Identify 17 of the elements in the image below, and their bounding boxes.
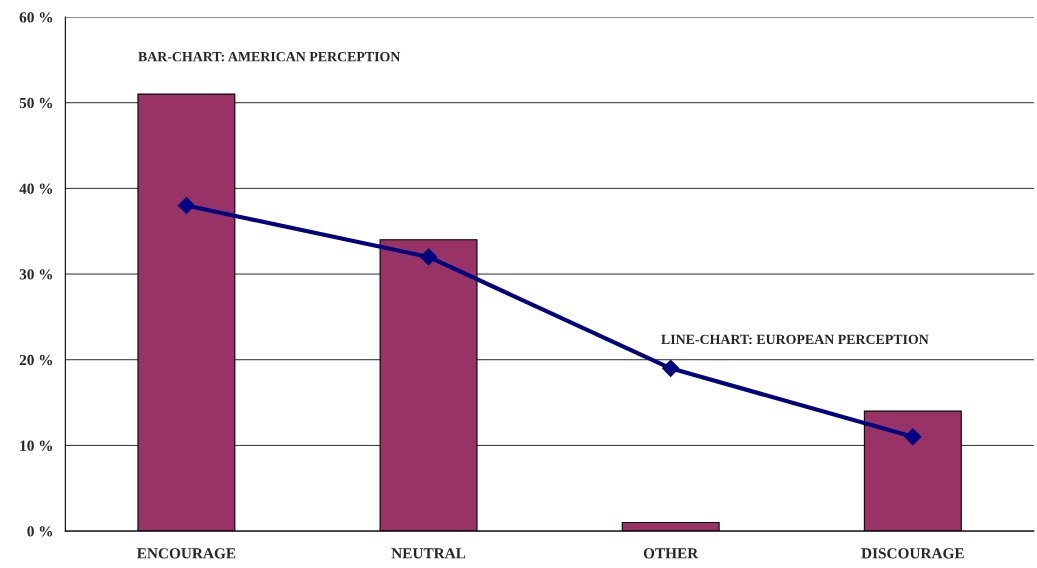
x-tick-label: DISCOURAGE (861, 548, 964, 559)
point (662, 359, 680, 377)
x-tick-label: OTHER (643, 548, 699, 559)
y-tick-label: 30 % (19, 269, 53, 280)
x-tick-label: ENCOURAGE (137, 548, 236, 559)
y-tick-label: 40 % (19, 183, 53, 194)
x-tick-label: NEUTRAL (391, 548, 466, 559)
y-tick-label: 0 % (27, 526, 53, 537)
y-tick-label: 20 % (19, 354, 53, 366)
point (419, 248, 438, 266)
y-tick-label: 60 % (19, 12, 53, 23)
text: BAR-CHART: AMERICAN PERCEPTION (138, 52, 401, 62)
point (904, 428, 922, 446)
series-label: LINE-CHART: EUROPEAN PERCEPTION (661, 334, 929, 345)
y-tick-label: 10 % (20, 440, 53, 451)
y-tick-label: 50 % (19, 97, 53, 109)
point (177, 196, 195, 215)
